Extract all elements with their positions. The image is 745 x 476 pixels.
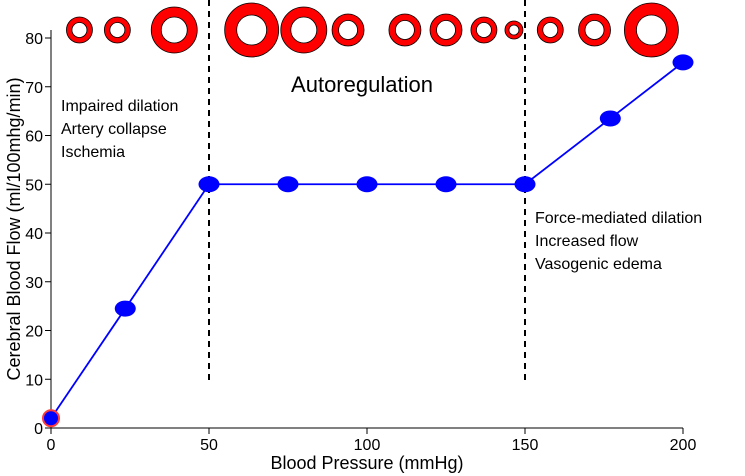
x-tick-label: 150 (512, 437, 539, 454)
vessel-lumen-icon (636, 14, 667, 46)
x-axis-label: Blood Pressure (mmHg) (270, 453, 463, 473)
vessel-lumen-icon (290, 16, 318, 44)
left-annotation-line: Artery collapse (61, 121, 167, 138)
vessel-lumen-icon (476, 22, 492, 38)
right-annotation-line: Force-mediated dilation (535, 210, 702, 227)
y-tick-label: 50 (25, 177, 43, 194)
data-point (356, 176, 378, 193)
vessel-lumen-icon (338, 20, 358, 40)
data-point (114, 300, 136, 317)
left-annotation-line: Ischemia (61, 144, 125, 161)
data-point (599, 110, 621, 127)
x-tick-label: 50 (200, 437, 218, 454)
y-tick-label: 10 (25, 372, 43, 389)
right-annotation-line: Vasogenic edema (535, 256, 662, 273)
data-point (277, 176, 299, 193)
vessel-lumen-icon (71, 22, 88, 38)
vessel-lumen-icon (109, 22, 126, 38)
data-point (514, 176, 536, 193)
y-tick-label: 80 (25, 31, 43, 48)
data-point (42, 409, 60, 428)
vessel-lumen-icon (584, 20, 605, 40)
y-tick-label: 40 (25, 226, 43, 243)
right-annotation-line: Increased flow (535, 233, 639, 250)
left-annotation-line: Impaired dilation (61, 98, 178, 115)
autoregulation-label: Autoregulation (291, 72, 433, 97)
vessel-lumen-icon (542, 22, 559, 38)
vessel-lumen-icon (436, 20, 456, 40)
vessel-lumen-icon (236, 14, 268, 46)
vessel-lumen-icon (508, 24, 520, 36)
y-tick-label: 20 (25, 324, 43, 341)
y-tick-label: 60 (25, 129, 43, 146)
x-tick-label: 100 (354, 437, 381, 454)
data-point (198, 176, 220, 193)
y-axis-label: Cerebral Blood Flow (ml/100mhg/min) (4, 77, 24, 380)
vessel-lumen-icon (160, 16, 188, 44)
y-tick-label: 30 (25, 275, 43, 292)
x-tick-label: 200 (670, 437, 697, 454)
x-tick-label: 0 (47, 437, 56, 454)
data-point (435, 176, 457, 193)
data-point (672, 54, 694, 71)
vessel-lumen-icon (395, 20, 415, 40)
y-tick-label: 0 (34, 421, 43, 438)
y-tick-label: 70 (25, 80, 43, 97)
